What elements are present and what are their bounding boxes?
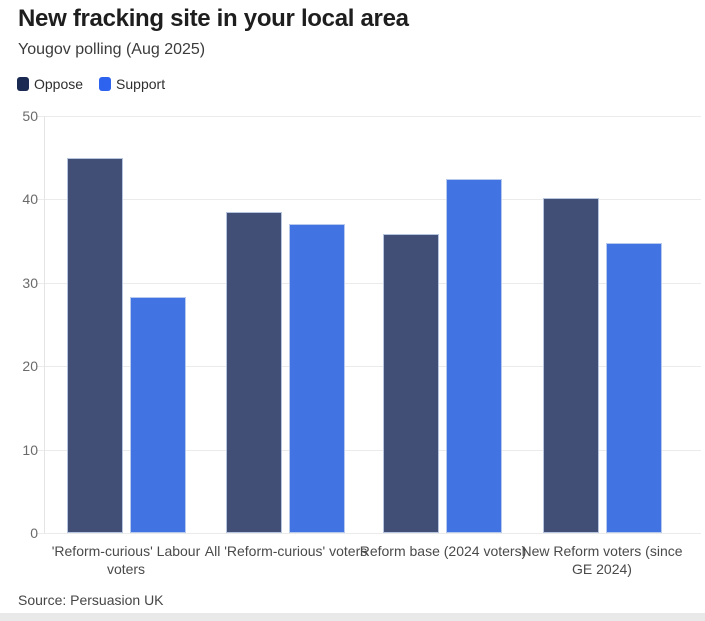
gridline-y0	[36, 533, 701, 534]
oppose-swatch-icon	[17, 77, 29, 91]
y-tick-label: 10	[22, 442, 38, 458]
x-category-label-1: All 'Reform-curious' voters	[204, 543, 368, 559]
x-category-label-3: New Reform voters (since GE 2024)	[521, 543, 683, 577]
legend-item-oppose: Oppose	[17, 76, 83, 92]
bar-support-0	[130, 296, 186, 533]
gridline-y10	[36, 450, 701, 451]
y-tick-label: 40	[22, 191, 38, 207]
y-tick-label: 50	[22, 108, 38, 124]
bar-oppose-0	[67, 157, 123, 533]
support-swatch-icon	[99, 77, 112, 91]
bottom-divider	[0, 613, 705, 621]
chart-legend: Oppose Support	[17, 76, 165, 92]
x-category-label-0: 'Reform-curious' Labour voters	[51, 543, 201, 577]
gridline-y20	[36, 366, 701, 367]
bar-oppose-1	[226, 211, 282, 533]
source-note: Source: Persuasion UK	[18, 592, 164, 608]
gridline-y40	[36, 199, 701, 200]
bar-support-2	[446, 178, 502, 533]
legend-label: Oppose	[34, 76, 84, 92]
y-tick-label: 20	[22, 358, 38, 374]
gridline-y30	[36, 283, 701, 284]
legend-item-support: Support	[99, 76, 165, 92]
page-title: New fracking site in your local area	[18, 5, 409, 32]
gridline-y50	[36, 116, 701, 117]
chart-subtitle: Yougov polling (Aug 2025)	[18, 41, 206, 58]
bar-support-3	[606, 242, 662, 533]
bar-oppose-2	[383, 234, 439, 533]
y-tick-label: 0	[30, 525, 38, 541]
bar-support-1	[289, 224, 345, 533]
bar-oppose-3	[543, 197, 599, 533]
y-tick-label: 30	[22, 275, 38, 291]
x-category-label-2: Reform base (2024 voters)	[359, 543, 527, 559]
legend-label: Support	[116, 76, 166, 92]
y-axis-line	[44, 116, 45, 533]
